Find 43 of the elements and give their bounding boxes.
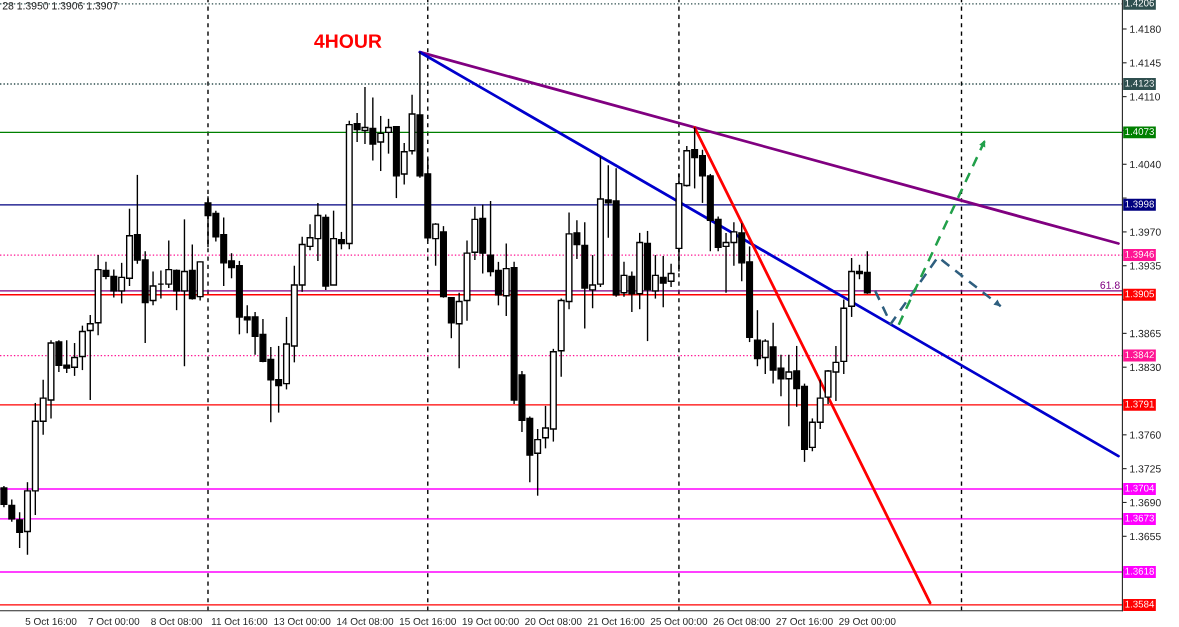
y-tick-label: 1.4040 [1130,160,1161,169]
ref-line-label: 1.3618 [1125,567,1154,575]
x-tick-label: 25 Oct 00:00 [650,617,708,625]
x-tick-label: 15 Oct 16:00 [399,617,457,625]
ref-line-label: 1.3704 [1125,484,1155,492]
ref-line-label: 1.3946 [1125,250,1154,258]
ref-line-label: 1.3673 [1125,514,1154,522]
y-tick-label: 1.3970 [1130,228,1161,236]
x-tick-label: 20 Oct 08:00 [525,617,582,625]
x-tick-label: 14 Oct 08:00 [337,617,394,625]
y-tick-label: 1.3725 [1130,465,1161,473]
x-tick-label: 8 Oct 08:00 [151,617,203,625]
annotation: 4HOUR [314,34,382,48]
x-tick-label: 7 Oct 00:00 [88,617,140,625]
x-tick-label: 11 Oct 16:00 [211,617,268,625]
y-tick-label: 1.4145 [1130,59,1161,67]
candlestick [86,314,94,401]
ref-line-label: 1.3998 [1125,200,1154,208]
y-tick-label: 1.3865 [1130,329,1161,338]
ref-line-label: 1.4073 [1125,128,1154,135]
y-tick-label: 1.3830 [1130,363,1161,372]
ref-line-label: 1.3584 [1125,600,1155,608]
x-tick-label: 29 Oct 00:00 [839,617,896,625]
x-tick-label: 26 Oct 08:00 [713,617,770,625]
x-tick-label: 21 Oct 16:00 [588,617,645,625]
ref-line-label: 1.4206 [1125,0,1154,7]
y-tick-label: 1.4180 [1130,25,1161,33]
x-tick-label: 19 Oct 00:00 [462,617,519,625]
annotation: 28 1.3950 1.3906 1.3907 [2,2,118,10]
ref-line-label: 1.4123 [1125,79,1154,87]
y-tick-label: 1.3760 [1130,431,1161,439]
y-tick-label: 1.3655 [1130,532,1161,541]
x-tick-label: 5 Oct 16:00 [25,617,77,625]
y-tick-label: 1.3935 [1130,262,1161,270]
y-tick-label: 1.3690 [1130,498,1161,507]
candlestick [0,485,8,508]
y-tick-label: 1.4110 [1130,93,1161,101]
x-tick-label: 13 Oct 00:00 [274,617,331,625]
annotation: 61.8 [1100,281,1120,289]
ref-line-label: 1.3791 [1125,400,1154,408]
x-tick-label: 27 Oct 16:00 [776,617,833,625]
ref-line-label: 1.3905 [1125,290,1154,298]
ref-line-label: 1.3842 [1125,351,1154,359]
